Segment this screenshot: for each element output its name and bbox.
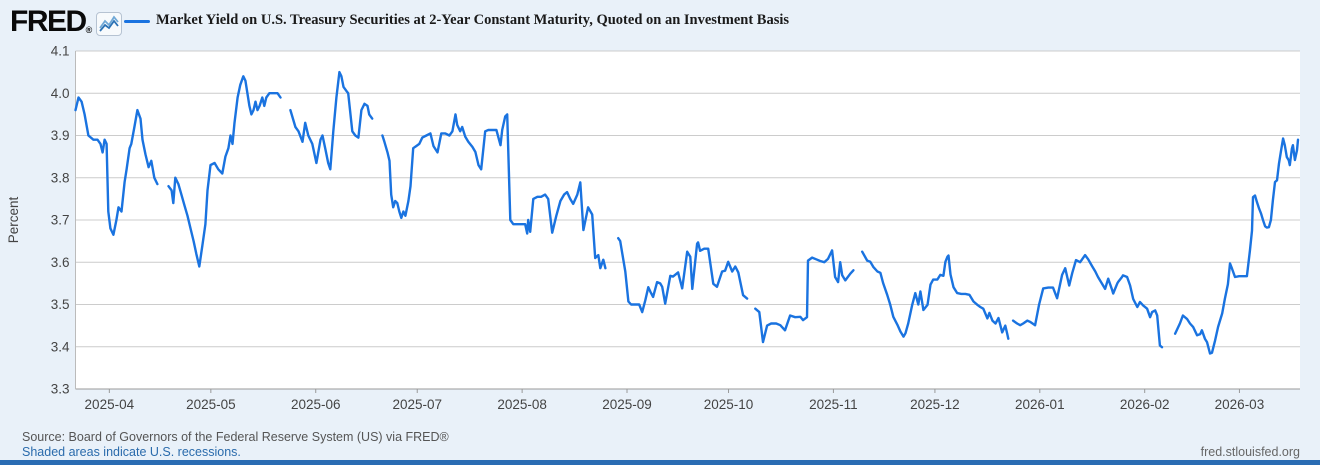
x-tick-label: 2025-06 xyxy=(291,397,341,412)
series-line-segment xyxy=(754,249,855,344)
series-line-segment xyxy=(1173,137,1300,355)
x-tick-label: 2025-10 xyxy=(704,397,754,412)
x-tick-label: 2025-11 xyxy=(809,397,858,412)
series-line-segment xyxy=(289,70,374,171)
series-line-segment xyxy=(1011,253,1164,349)
x-tick-label: 2025-08 xyxy=(497,397,547,412)
registered-mark: ® xyxy=(85,25,93,35)
chart-header: FRED® Market Yield on U.S. Treasury Secu… xyxy=(0,0,1320,40)
y-tick-label: 3.8 xyxy=(51,170,70,185)
x-tick-label: 2026-02 xyxy=(1120,397,1170,412)
fred-logo[interactable]: FRED® xyxy=(10,5,93,38)
y-tick-label: 3.4 xyxy=(51,339,70,354)
series-line-segment xyxy=(74,96,159,237)
x-tick-label: 2025-04 xyxy=(85,397,135,412)
y-tick-label: 3.3 xyxy=(51,382,70,397)
y-tick-label: 3.6 xyxy=(51,255,70,270)
legend-line-swatch xyxy=(124,20,150,23)
series-line-segment xyxy=(617,236,749,314)
source-text: Source: Board of Governors of the Federa… xyxy=(22,430,449,444)
series-line-segment xyxy=(861,250,1010,340)
series-line-segment xyxy=(381,113,607,270)
y-tick-label: 4.1 xyxy=(51,44,70,59)
x-tick-label: 2025-09 xyxy=(602,397,652,412)
y-axis-title: Percent xyxy=(6,196,21,243)
series-line-segment xyxy=(167,75,282,268)
x-tick-label: 2025-05 xyxy=(186,397,236,412)
y-tick-label: 3.5 xyxy=(51,297,70,312)
y-tick-label: 3.7 xyxy=(51,213,70,228)
x-tick-label: 2026-01 xyxy=(1015,397,1065,412)
x-tick-label: 2026-03 xyxy=(1215,397,1265,412)
x-tick-label: 2025-12 xyxy=(910,397,960,412)
bottom-accent-bar xyxy=(0,460,1320,465)
fred-site-link[interactable]: fred.stlouisfed.org xyxy=(1200,445,1300,459)
recession-note-link[interactable]: Shaded areas indicate U.S. recessions. xyxy=(22,445,241,459)
y-tick-label: 4.0 xyxy=(51,86,70,101)
x-tick-label: 2025-07 xyxy=(392,397,442,412)
fred-logo-chart-icon xyxy=(96,12,122,36)
y-tick-label: 3.9 xyxy=(51,128,70,143)
chart-title: Market Yield on U.S. Treasury Securities… xyxy=(156,12,790,28)
